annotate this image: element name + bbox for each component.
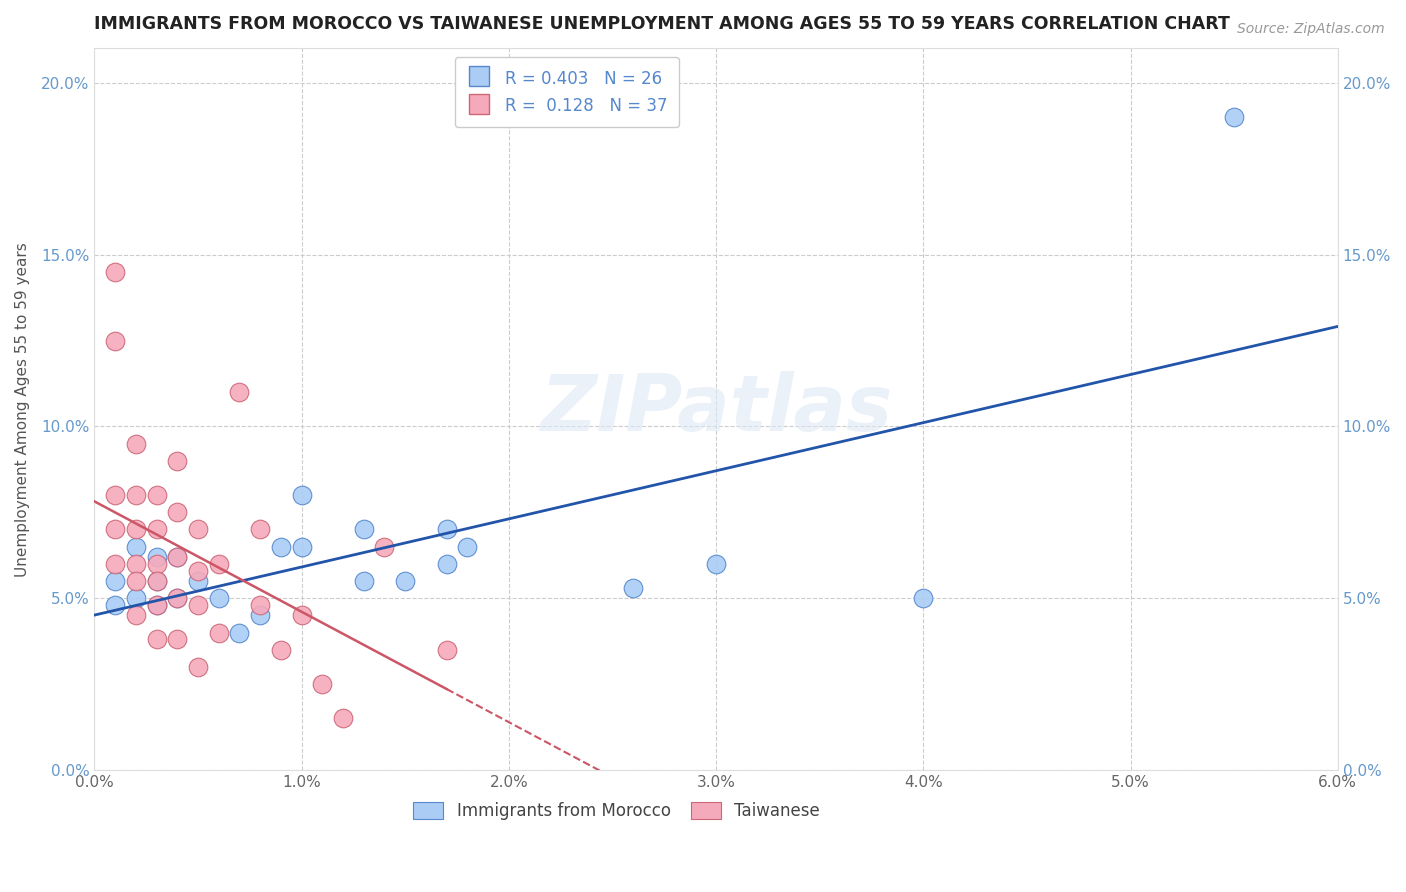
Point <box>436 523 458 537</box>
Point <box>125 488 148 502</box>
Point <box>353 523 375 537</box>
Point <box>228 625 250 640</box>
Point <box>145 632 167 647</box>
Point <box>311 677 333 691</box>
Point <box>125 557 148 571</box>
Point <box>270 540 292 554</box>
Point <box>290 540 312 554</box>
Point <box>249 608 271 623</box>
Point <box>125 540 148 554</box>
Point <box>125 591 148 606</box>
Point <box>249 523 271 537</box>
Point <box>187 523 209 537</box>
Point <box>394 574 416 588</box>
Point <box>166 505 188 519</box>
Point <box>290 488 312 502</box>
Point <box>166 549 188 564</box>
Legend: Immigrants from Morocco, Taiwanese: Immigrants from Morocco, Taiwanese <box>406 795 827 827</box>
Point <box>166 591 188 606</box>
Point <box>912 591 935 606</box>
Point <box>104 265 127 279</box>
Point <box>145 523 167 537</box>
Point <box>104 334 127 348</box>
Point <box>249 598 271 612</box>
Point <box>166 591 188 606</box>
Point <box>353 574 375 588</box>
Point <box>145 574 167 588</box>
Point <box>208 591 231 606</box>
Point <box>125 436 148 450</box>
Point <box>104 488 127 502</box>
Point <box>125 608 148 623</box>
Point <box>166 632 188 647</box>
Point <box>145 598 167 612</box>
Point <box>145 574 167 588</box>
Point <box>187 564 209 578</box>
Point <box>187 598 209 612</box>
Point <box>166 454 188 468</box>
Point <box>145 488 167 502</box>
Point <box>104 557 127 571</box>
Point <box>456 540 478 554</box>
Point <box>125 574 148 588</box>
Point <box>373 540 395 554</box>
Point <box>125 523 148 537</box>
Point <box>290 608 312 623</box>
Text: Source: ZipAtlas.com: Source: ZipAtlas.com <box>1237 22 1385 37</box>
Point <box>1223 110 1246 124</box>
Point <box>270 642 292 657</box>
Point <box>208 625 231 640</box>
Point <box>104 598 127 612</box>
Point <box>436 557 458 571</box>
Point <box>621 581 644 595</box>
Text: IMMIGRANTS FROM MOROCCO VS TAIWANESE UNEMPLOYMENT AMONG AGES 55 TO 59 YEARS CORR: IMMIGRANTS FROM MOROCCO VS TAIWANESE UNE… <box>94 15 1230 33</box>
Y-axis label: Unemployment Among Ages 55 to 59 years: Unemployment Among Ages 55 to 59 years <box>15 242 30 576</box>
Point <box>228 385 250 400</box>
Point <box>332 711 354 725</box>
Point <box>104 574 127 588</box>
Point <box>145 549 167 564</box>
Point <box>145 598 167 612</box>
Point <box>187 574 209 588</box>
Point <box>208 557 231 571</box>
Point <box>104 523 127 537</box>
Point <box>145 557 167 571</box>
Point <box>704 557 727 571</box>
Point <box>166 549 188 564</box>
Point <box>187 660 209 674</box>
Text: ZIPatlas: ZIPatlas <box>540 371 893 447</box>
Point <box>436 642 458 657</box>
